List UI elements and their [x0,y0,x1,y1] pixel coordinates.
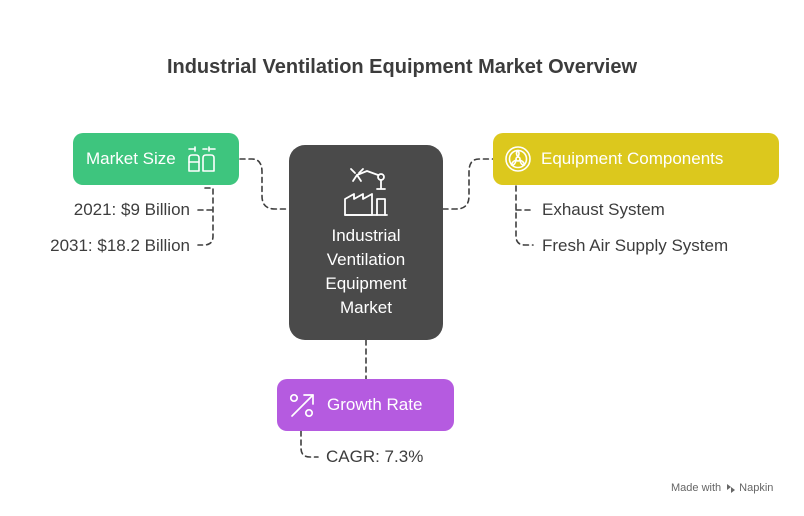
watermark-prefix: Made with [671,482,722,494]
equipment-components-label: Equipment Components [541,149,724,168]
central-topic-line-2: Ventilation [326,250,406,269]
central-topic-line-1: Industrial [331,226,401,245]
market-size-item-2021: 2021: $9 Billion [73,200,190,219]
growth-rate-label: Growth Rate [327,395,423,414]
percent-arrow-icon [288,391,316,419]
equipment-item-fresh-air: Fresh Air Supply System [542,236,729,255]
market-size-item-2031: 2031: $18.2 Billion [50,236,190,255]
napkin-logo-icon [726,483,736,494]
central-topic-node: Industrial Ventilation Equipment Market [289,145,443,340]
equipment-item-exhaust: Exhaust System [542,200,665,219]
containers-icon [186,144,220,174]
central-topic-line-3: Equipment [325,274,407,293]
market-size-node: Market Size [73,133,239,185]
diagram-title: Industrial Ventilation Equipment Market … [166,56,638,78]
central-topic-label: Industrial Ventilation Equipment Market [289,224,443,320]
factory-robot-arm-icon [343,167,389,222]
watermark-brand: Napkin [739,482,774,494]
equipment-components-node: Equipment Components [493,133,779,185]
central-topic-line-4: Market [340,298,392,317]
market-size-label: Market Size [86,149,176,168]
watermark: Made with Napkin [671,482,773,494]
growth-item-cagr: CAGR: 7.3% [326,447,424,466]
fan-icon [504,145,532,173]
growth-rate-node: Growth Rate [277,379,454,431]
